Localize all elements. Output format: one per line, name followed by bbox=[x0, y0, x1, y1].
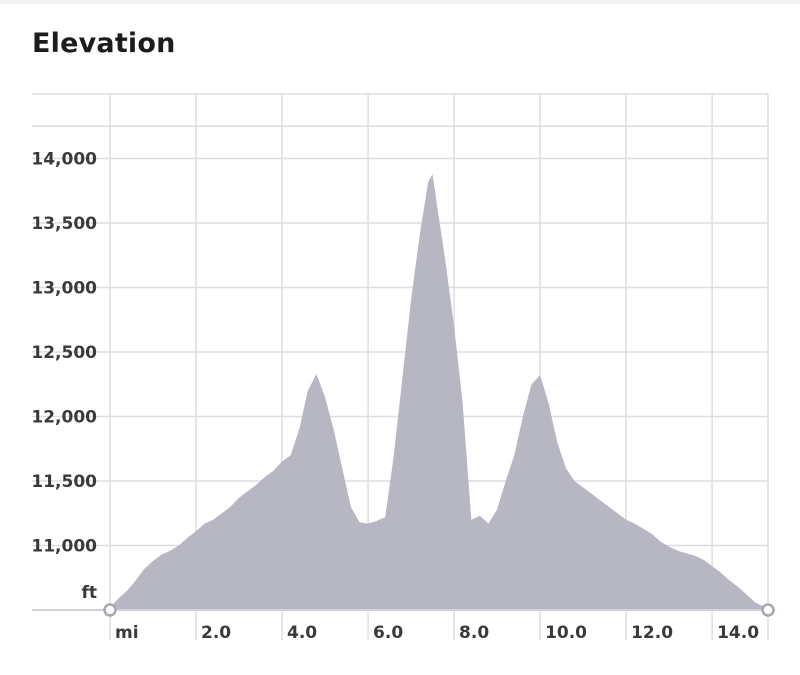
x-tick-label: 10.0 bbox=[545, 623, 587, 643]
x-unit-label: mi bbox=[115, 623, 139, 643]
x-tick-label: 6.0 bbox=[373, 623, 403, 643]
y-tick-label: 11,000 bbox=[31, 537, 97, 557]
end-marker bbox=[761, 603, 775, 617]
x-tick-label: 14.0 bbox=[717, 623, 759, 643]
x-tick-label: 8.0 bbox=[459, 623, 489, 643]
y-tick-label: 12,000 bbox=[31, 408, 97, 428]
chart-title: Elevation bbox=[32, 28, 176, 59]
elevation-area bbox=[110, 174, 768, 610]
y-tick-label: 14,000 bbox=[31, 150, 97, 170]
x-tick-label: 12.0 bbox=[631, 623, 673, 643]
y-tick-label: 12,500 bbox=[31, 343, 97, 363]
x-tick-label: 2.0 bbox=[201, 623, 231, 643]
y-tick-label: 13,000 bbox=[31, 279, 97, 299]
top-divider bbox=[0, 0, 800, 4]
start-marker bbox=[103, 603, 117, 617]
x-tick-label: 4.0 bbox=[287, 623, 317, 643]
chart-axes bbox=[32, 603, 775, 617]
chart-tick-labels: 11,000 11,500 12,000 12,500 13,000 13,500 14,0… bbox=[31, 150, 759, 644]
y-tick-label: 13,500 bbox=[31, 214, 97, 234]
y-tick-label: 11,500 bbox=[31, 472, 97, 492]
chart-plot-area bbox=[110, 174, 768, 610]
y-unit-label: ft bbox=[81, 583, 97, 603]
